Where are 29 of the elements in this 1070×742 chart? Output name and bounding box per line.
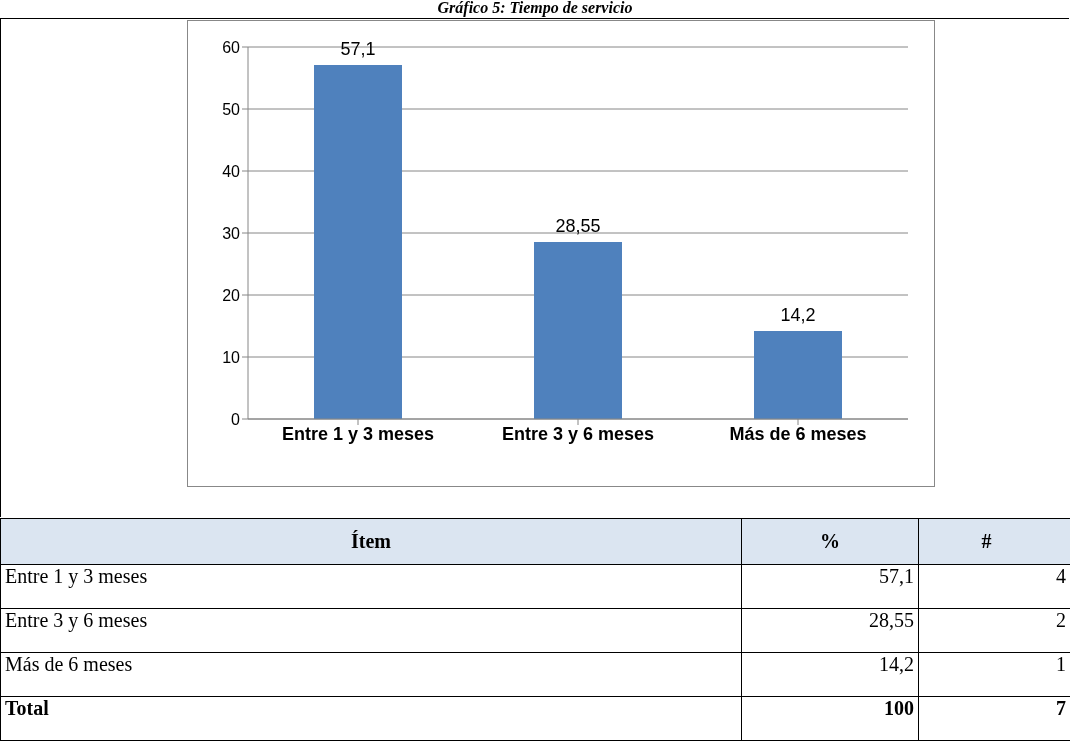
text: 1 [918,652,1070,697]
category-label: Entre 1 y 3 meses [5,565,148,587]
text: 57,1 [879,565,914,587]
x-tick-label: Más de 6 meses [729,423,867,444]
text: 28,55 [869,609,914,631]
y-tick-label: 30 [222,224,241,242]
data-label: 57,1 [340,38,376,59]
chart-title: Gráfico 5: Tiempo de servicio [0,0,1070,16]
y-tick-label: 0 [231,410,241,428]
text: % [741,518,919,565]
y-tick-label: 60 [222,38,241,56]
text: Ítem [0,518,742,565]
category-label: Entre 3 y 6 meses [5,609,148,631]
y-tick-label: 40 [222,162,241,180]
y-tick-label: 10 [222,348,241,366]
category-label: Más de 6 meses [5,653,133,675]
y-tick-label: 20 [222,286,241,304]
text: 2 [918,608,1070,653]
data-label: 14,2 [780,304,816,325]
text: 4 [918,564,1070,609]
text: Total [0,696,742,741]
y-tick-label: 50 [222,100,241,118]
text: 100 [741,696,919,741]
x-tick-label: Entre 3 y 6 meses [501,423,655,444]
text: 7 [918,696,1070,741]
data-label: 28,55 [555,215,601,236]
text: 14,2 [879,653,914,675]
x-tick-label: Entre 1 y 3 meses [281,423,435,444]
text: # [918,518,1070,565]
